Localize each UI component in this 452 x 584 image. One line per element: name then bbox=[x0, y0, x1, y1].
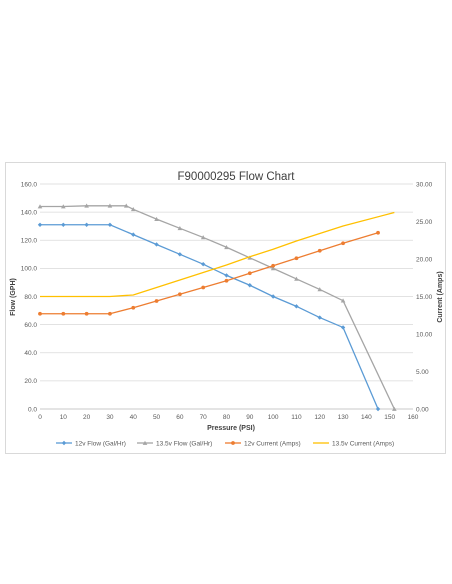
y2-tick-label: 5.00 bbox=[416, 369, 429, 376]
x-axis-title: Pressure (PSI) bbox=[207, 425, 255, 432]
data-point-2 bbox=[317, 287, 323, 292]
y2-tick-label: 0.00 bbox=[416, 406, 429, 413]
x-tick-label: 70 bbox=[200, 414, 208, 421]
legend-marker-1 bbox=[61, 440, 67, 446]
data-point-3 bbox=[38, 311, 42, 316]
x-tick-label: 90 bbox=[246, 414, 254, 421]
data-point-1 bbox=[107, 222, 113, 227]
data-point-1 bbox=[200, 261, 206, 267]
data-point-2 bbox=[224, 244, 229, 250]
y-tick-label: 80.0 bbox=[24, 294, 37, 301]
y-axis-title: Flow (GPH) bbox=[10, 278, 17, 316]
data-point-2 bbox=[247, 255, 253, 260]
data-point-3 bbox=[376, 230, 380, 235]
x-tick-label: 20 bbox=[83, 414, 91, 421]
x-tick-label: 100 bbox=[268, 414, 279, 421]
data-point-3 bbox=[341, 241, 345, 246]
y-tick-label: 0.0 bbox=[28, 406, 37, 413]
x-tick-label: 150 bbox=[384, 414, 395, 421]
data-point-1 bbox=[37, 222, 43, 227]
series-line-4 bbox=[40, 211, 395, 298]
x-tick-label: 160 bbox=[408, 414, 419, 421]
x-tick-label: 140 bbox=[361, 414, 372, 421]
axes: 0.0 20.0 40.0 60.0 80.0 100.0 120.0 140.0 160.0 0… bbox=[21, 181, 433, 421]
data-point-1 bbox=[375, 406, 381, 412]
data-point-3 bbox=[61, 311, 66, 316]
legend-label-1: 12v Flow (Gal/Hr) bbox=[75, 440, 126, 447]
y-tick-label: 140.0 bbox=[21, 209, 38, 216]
flow-chart: F90000295 Flow Chart 0.0 20.0 40.0 60.0 80.0… bbox=[10, 171, 444, 447]
chart-frame: F90000295 Flow Chart 0.0 20.0 40.0 60.0 80.0… bbox=[5, 162, 446, 454]
x-tick-label: 60 bbox=[176, 414, 184, 421]
data-point-1 bbox=[294, 304, 299, 309]
y-tick-label: 120.0 bbox=[21, 238, 38, 245]
data-point-3 bbox=[131, 305, 136, 310]
data-point-2 bbox=[294, 276, 299, 281]
y2-tick-label: 15.00 bbox=[416, 294, 433, 301]
chart-title: F90000295 Flow Chart bbox=[178, 171, 296, 183]
data-point-2 bbox=[37, 204, 43, 209]
data-point-2 bbox=[107, 203, 113, 208]
data-point-3 bbox=[271, 263, 276, 268]
x-tick-label: 40 bbox=[130, 414, 138, 421]
legend-marker-3 bbox=[231, 441, 235, 445]
y2-axis-title: Current (Amps) bbox=[437, 271, 444, 322]
data-point-1 bbox=[317, 315, 322, 320]
data-point-3 bbox=[177, 292, 182, 297]
x-tick-label: 130 bbox=[338, 414, 349, 421]
x-tick-label: 0 bbox=[38, 414, 42, 421]
data-point-3 bbox=[317, 248, 322, 253]
legend-label-3: 12v Current (Amps) bbox=[244, 440, 301, 447]
x-tick-label: 10 bbox=[60, 414, 68, 421]
series bbox=[37, 203, 397, 412]
legend: 12v Flow (Gal/Hr) 13.5v Flow (Gal/Hr) 12v … bbox=[56, 440, 394, 447]
data-point-2 bbox=[61, 204, 66, 209]
legend-label-2: 13.5v Flow (Gal/Hr) bbox=[156, 440, 212, 447]
legend-marker-2 bbox=[142, 440, 148, 445]
x-tick-label: 120 bbox=[314, 414, 325, 421]
data-point-1 bbox=[154, 242, 159, 247]
data-point-2 bbox=[123, 203, 129, 208]
x-tick-label: 50 bbox=[153, 414, 161, 421]
data-point-3 bbox=[247, 271, 252, 276]
series-line-3 bbox=[40, 232, 379, 315]
series-line-2 bbox=[40, 205, 395, 410]
y2-tick-label: 30.00 bbox=[416, 181, 433, 188]
data-point-1 bbox=[340, 325, 346, 330]
data-point-1 bbox=[131, 232, 136, 237]
x-tick-label: 110 bbox=[291, 414, 302, 421]
data-point-3 bbox=[201, 285, 206, 290]
data-point-2 bbox=[340, 298, 346, 303]
y-tick-label: 100.0 bbox=[21, 266, 38, 273]
y-tick-label: 20.0 bbox=[24, 378, 37, 385]
data-point-1 bbox=[224, 273, 229, 278]
y2-tick-label: 25.00 bbox=[416, 219, 433, 226]
data-point-3 bbox=[154, 299, 159, 303]
data-point-2 bbox=[270, 266, 276, 271]
data-point-2 bbox=[177, 225, 183, 231]
data-point-3 bbox=[84, 311, 89, 316]
data-point-3 bbox=[294, 256, 299, 261]
data-point-3 bbox=[224, 278, 229, 283]
data-point-2 bbox=[84, 203, 89, 208]
x-tick-label: 80 bbox=[223, 414, 231, 421]
y2-tick-label: 20.00 bbox=[416, 256, 433, 263]
data-point-2 bbox=[154, 216, 159, 221]
data-point-2 bbox=[200, 235, 206, 240]
y-tick-label: 40.0 bbox=[24, 350, 37, 357]
data-point-1 bbox=[84, 222, 89, 227]
data-point-1 bbox=[177, 252, 183, 257]
data-point-2 bbox=[130, 207, 136, 212]
y-tick-label: 60.0 bbox=[24, 322, 37, 329]
data-point-3 bbox=[108, 311, 112, 316]
legend-label-4: 13.5v Current (Amps) bbox=[332, 440, 394, 447]
y2-tick-label: 10.00 bbox=[416, 331, 433, 338]
series-line-1 bbox=[40, 224, 379, 410]
data-point-1 bbox=[61, 222, 66, 227]
data-point-1 bbox=[270, 294, 276, 299]
data-point-1 bbox=[247, 283, 253, 288]
data-point-2 bbox=[392, 406, 397, 411]
x-tick-label: 30 bbox=[106, 414, 114, 421]
y-tick-label: 160.0 bbox=[21, 181, 38, 188]
